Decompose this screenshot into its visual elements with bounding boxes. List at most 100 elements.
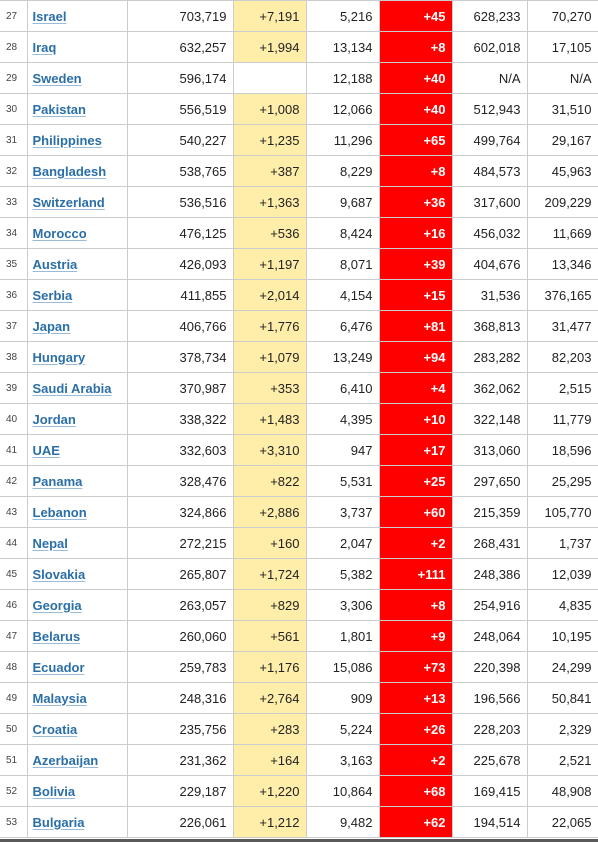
table-row: 50 Croatia 235,756 +283 5,224 +26 228,203 2,329	[0, 713, 598, 745]
new-cases-cell: +1,235	[232, 124, 307, 156]
rank-cell: 28	[0, 31, 28, 63]
country-link[interactable]: UAE	[32, 442, 60, 458]
table-row: 46 Georgia 263,057 +829 3,306 +8 254,916 4,835	[0, 589, 598, 621]
total-recovered-cell: 297,650	[451, 465, 528, 497]
total-recovered-cell: 322,148	[451, 403, 528, 435]
country-link[interactable]: Switzerland	[32, 194, 105, 210]
total-deaths-cell: 5,216	[305, 0, 380, 32]
new-deaths-cell: +81	[378, 310, 453, 342]
total-recovered-cell: 499,764	[451, 124, 528, 156]
country-link[interactable]: Bangladesh	[32, 163, 107, 179]
total-deaths-cell: 8,424	[305, 217, 380, 249]
rank-cell: 51	[0, 744, 28, 776]
country-link[interactable]: Serbia	[32, 287, 73, 303]
table-row: 38 Hungary 378,734 +1,079 13,249 +94 283,282 82…	[0, 341, 598, 373]
country-link[interactable]: Saudi Arabia	[32, 380, 112, 396]
new-cases-cell: +1,008	[232, 93, 307, 125]
country-cell: Philippines	[26, 124, 128, 156]
table-row: 41 UAE 332,603 +3,310 947 +17 313,060 18,596	[0, 434, 598, 466]
total-deaths-cell: 3,163	[305, 744, 380, 776]
new-deaths-cell: +39	[378, 248, 453, 280]
rank-cell: 32	[0, 155, 28, 187]
country-link[interactable]: Nepal	[32, 535, 68, 551]
country-link[interactable]: Hungary	[32, 349, 86, 365]
new-cases-cell: +2,014	[232, 279, 307, 311]
total-deaths-cell: 2,047	[305, 527, 380, 559]
country-link[interactable]: Malaysia	[32, 690, 87, 706]
total-deaths-cell: 3,306	[305, 589, 380, 621]
country-link[interactable]: Ecuador	[32, 659, 85, 675]
country-link[interactable]: Sweden	[32, 70, 82, 86]
country-link[interactable]: Iraq	[32, 39, 57, 55]
active-cases-cell: 209,229	[526, 186, 598, 218]
country-link[interactable]: Azerbaijan	[32, 752, 99, 768]
new-cases-cell: +1,363	[232, 186, 307, 218]
country-link[interactable]: Pakistan	[32, 101, 86, 117]
active-cases-cell: 10,195	[526, 620, 598, 652]
country-link[interactable]: Lebanon	[32, 504, 87, 520]
new-cases-cell: +1,197	[232, 248, 307, 280]
total-deaths-cell: 5,382	[305, 558, 380, 590]
active-cases-cell: 17,105	[526, 31, 598, 63]
country-cell: Georgia	[26, 589, 128, 621]
table-row: 34 Morocco 476,125 +536 8,424 +16 456,032 11,66…	[0, 217, 598, 249]
country-link[interactable]: Japan	[32, 318, 71, 334]
active-cases-cell: 50,841	[526, 682, 598, 714]
total-cases-cell: 265,807	[126, 558, 234, 590]
total-deaths-cell: 13,249	[305, 341, 380, 373]
new-cases-cell: +1,994	[232, 31, 307, 63]
table-row: 40 Jordan 338,322 +1,483 4,395 +10 322,148 11,7…	[0, 403, 598, 435]
new-cases-cell: +387	[232, 155, 307, 187]
new-cases-cell	[232, 62, 307, 94]
country-link[interactable]: Philippines	[32, 132, 102, 148]
table-row: 42 Panama 328,476 +822 5,531 +25 297,650 25,295	[0, 465, 598, 497]
new-cases-cell: +561	[232, 620, 307, 652]
rank-cell: 30	[0, 93, 28, 125]
total-deaths-cell: 9,687	[305, 186, 380, 218]
table-row: 31 Philippines 540,227 +1,235 11,296 +65 499,7…	[0, 124, 598, 156]
country-link[interactable]: Morocco	[32, 225, 87, 241]
new-deaths-cell: +9	[378, 620, 453, 652]
table-row: 29 Sweden 596,174 12,188 +40 N/A N/A	[0, 62, 598, 94]
country-link[interactable]: Slovakia	[32, 566, 86, 582]
total-deaths-cell: 4,395	[305, 403, 380, 435]
country-link[interactable]: Bulgaria	[32, 814, 85, 830]
country-link[interactable]: Georgia	[32, 597, 82, 613]
total-cases-cell: 272,215	[126, 527, 234, 559]
total-cases-cell: 324,866	[126, 496, 234, 528]
country-link[interactable]: Belarus	[32, 628, 81, 644]
new-cases-cell: +1,776	[232, 310, 307, 342]
total-recovered-cell: 283,282	[451, 341, 528, 373]
active-cases-cell: 45,963	[526, 155, 598, 187]
rank-cell: 48	[0, 651, 28, 683]
active-cases-cell: 48,908	[526, 775, 598, 807]
total-recovered-cell: 512,943	[451, 93, 528, 125]
rank-cell: 50	[0, 713, 28, 745]
country-link[interactable]: Panama	[32, 473, 83, 489]
total-deaths-cell: 1,801	[305, 620, 380, 652]
total-deaths-cell: 8,229	[305, 155, 380, 187]
total-recovered-cell: 313,060	[451, 434, 528, 466]
active-cases-cell: 11,779	[526, 403, 598, 435]
country-cell: Azerbaijan	[26, 744, 128, 776]
active-cases-cell: 82,203	[526, 341, 598, 373]
total-recovered-cell: 368,813	[451, 310, 528, 342]
country-link[interactable]: Austria	[32, 256, 78, 272]
country-link[interactable]: Israel	[32, 8, 67, 24]
total-recovered-cell: 248,064	[451, 620, 528, 652]
total-deaths-cell: 15,086	[305, 651, 380, 683]
table-row: 44 Nepal 272,215 +160 2,047 +2 268,431 1,737	[0, 527, 598, 559]
total-cases-cell: 596,174	[126, 62, 234, 94]
country-cell: Austria	[26, 248, 128, 280]
country-link[interactable]: Jordan	[32, 411, 76, 427]
new-deaths-cell: +62	[378, 806, 453, 838]
table-row: 30 Pakistan 556,519 +1,008 12,066 +40 512,943 3…	[0, 93, 598, 125]
new-deaths-cell: +26	[378, 713, 453, 745]
country-cell: UAE	[26, 434, 128, 466]
table-row: 39 Saudi Arabia 370,987 +353 6,410 +4 362,062 2…	[0, 372, 598, 404]
country-link[interactable]: Bolivia	[32, 783, 76, 799]
total-cases-cell: 332,603	[126, 434, 234, 466]
country-link[interactable]: Croatia	[32, 721, 78, 737]
new-cases-cell: +3,310	[232, 434, 307, 466]
